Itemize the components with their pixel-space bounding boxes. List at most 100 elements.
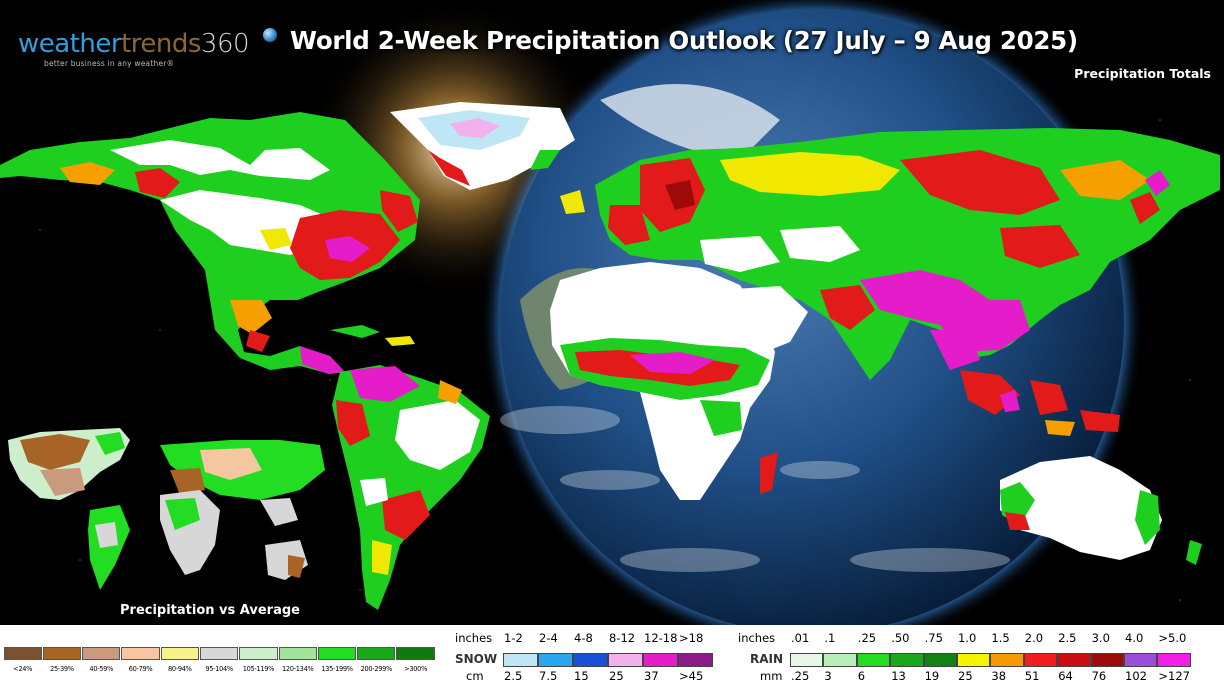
snow-metric-tick: 2.5 — [504, 669, 523, 683]
rain-metric-tick: 6 — [857, 669, 866, 683]
snow-swatch — [573, 653, 608, 667]
rain-swatch — [890, 653, 924, 667]
snow-metric-tick: 7.5 — [539, 669, 558, 683]
page-subtitle: Precipitation Totals — [1074, 66, 1211, 81]
snow-inch-tick: 1-2 — [504, 631, 523, 645]
rain-inch-tick: .01 — [791, 631, 810, 645]
rain-swatch — [1157, 653, 1191, 667]
rain-inch-tick: 1.0 — [958, 631, 977, 645]
rain-metric-tick: 38 — [991, 669, 1007, 683]
pct-legend-label: 80-94% — [168, 665, 192, 673]
eurasia — [560, 128, 1220, 380]
rain-swatch — [990, 653, 1024, 667]
world-map-canvas — [0, 0, 1220, 625]
pct-legend-swatch — [42, 647, 82, 660]
pct-legend-swatch — [82, 647, 121, 660]
snow-metric-tick: 25 — [609, 669, 624, 683]
pct-legend-label: 60-79% — [128, 665, 153, 673]
pct-legend-swatch — [396, 647, 435, 660]
snow-legend-title: SNOW — [455, 652, 498, 666]
snow-swatch — [538, 653, 573, 667]
pct-legend-label: 135-199% — [321, 665, 353, 673]
pct-legend-item: 105-119% — [239, 647, 278, 673]
snow-inches-unit-label: inches — [455, 631, 493, 645]
rain-inches-unit-label: inches — [738, 631, 776, 645]
pct-legend-label: 120-134% — [282, 665, 314, 673]
snow-swatch — [608, 653, 643, 667]
pct-legend-item: 120-134% — [278, 647, 317, 673]
pct-legend-label: 95-104% — [205, 665, 233, 673]
pct-legend-swatch — [278, 647, 317, 660]
pct-legend-label: 105-119% — [242, 665, 275, 673]
rain-inch-tick: 3.0 — [1091, 631, 1110, 645]
north-america — [0, 112, 420, 374]
snow-metric-tick: 37 — [644, 669, 659, 683]
south-america — [332, 365, 490, 610]
rain-swatch — [856, 653, 891, 667]
pct-legend-item: 135-199% — [317, 647, 357, 673]
pct-legend-swatch — [239, 647, 278, 660]
pct-legend-item: >300% — [396, 647, 435, 673]
rain-swatch — [923, 653, 957, 667]
inset-precipitation-vs-average-map — [8, 428, 325, 590]
rain-metric-tick: .25 — [791, 669, 810, 683]
caribbean — [330, 325, 415, 346]
page-title: World 2-Week Precipitation Outlook (27 J… — [290, 26, 1078, 55]
rain-metric-tick: 51 — [1024, 669, 1040, 683]
pct-legend-label: 200-299% — [360, 665, 393, 673]
rain-swatch — [1023, 653, 1058, 667]
rain-swatch — [823, 653, 857, 667]
pct-legend-item: 40-59% — [82, 647, 121, 673]
pct-legend-label: >300% — [404, 665, 428, 673]
snow-inch-tick: >18 — [679, 631, 704, 645]
rain-swatch — [1057, 653, 1091, 667]
rain-inch-tick: 4.0 — [1125, 631, 1144, 645]
maritime-southeast-asia — [960, 370, 1120, 436]
rain-mm-unit-label: mm — [760, 669, 783, 683]
rain-swatch — [1090, 653, 1124, 667]
snow-swatch — [678, 653, 713, 667]
rain-swatch — [1124, 653, 1158, 667]
pct-legend-item: 80-94% — [160, 647, 199, 673]
pct-legend-item: 25-39% — [42, 647, 82, 673]
snow-cm-unit-label: cm — [466, 669, 484, 683]
rain-inch-tick: .75 — [924, 631, 943, 645]
pct-legend-swatch — [357, 647, 396, 660]
snow-inch-tick: 4-8 — [574, 631, 593, 645]
pct-legend-item: <24% — [3, 647, 42, 673]
rain-inch-tick: 1.5 — [991, 631, 1010, 645]
pct-legend-swatch — [3, 647, 42, 660]
rain-metric-tick: 3 — [824, 669, 832, 683]
pct-legend-swatch — [199, 647, 239, 660]
pct-legend-swatch — [317, 647, 357, 660]
australia — [1000, 456, 1162, 560]
rain-inch-tick: .1 — [824, 631, 836, 645]
pct-legend-item: 95-104% — [199, 647, 239, 673]
logo-wordmark: weathertrends360 — [18, 29, 250, 59]
snow-inch-tick: 12-18 — [644, 631, 678, 645]
starfield — [39, 49, 1191, 601]
rain-legend-title: RAIN — [750, 652, 784, 666]
rain-inch-tick: .50 — [891, 631, 910, 645]
rain-metric-tick: 19 — [924, 669, 940, 683]
pct-legend-swatch — [160, 647, 199, 660]
inset-label: Precipitation vs Average — [120, 603, 300, 618]
pct-legend-label: 40-59% — [89, 665, 114, 673]
rain-metric-tick: 25 — [958, 669, 973, 683]
pct-legend-label: 25-39% — [50, 665, 74, 673]
rain-swatch — [957, 653, 991, 667]
rain-inch-tick: >5.0 — [1158, 631, 1187, 645]
clouds — [500, 406, 1010, 572]
snow-inch-tick: 2-4 — [539, 631, 558, 645]
africa — [550, 262, 778, 500]
greenland — [390, 102, 575, 190]
rain-metric-tick: 64 — [1058, 669, 1073, 683]
pct-legend-item: 200-299% — [357, 647, 396, 673]
rain-metric-tick: >127 — [1158, 669, 1190, 683]
pct-legend-label: <24% — [13, 665, 33, 673]
pct-legend-swatch — [121, 647, 160, 660]
rain-inch-tick: .25 — [857, 631, 877, 645]
new-zealand — [1186, 540, 1202, 565]
japan — [1130, 170, 1170, 224]
